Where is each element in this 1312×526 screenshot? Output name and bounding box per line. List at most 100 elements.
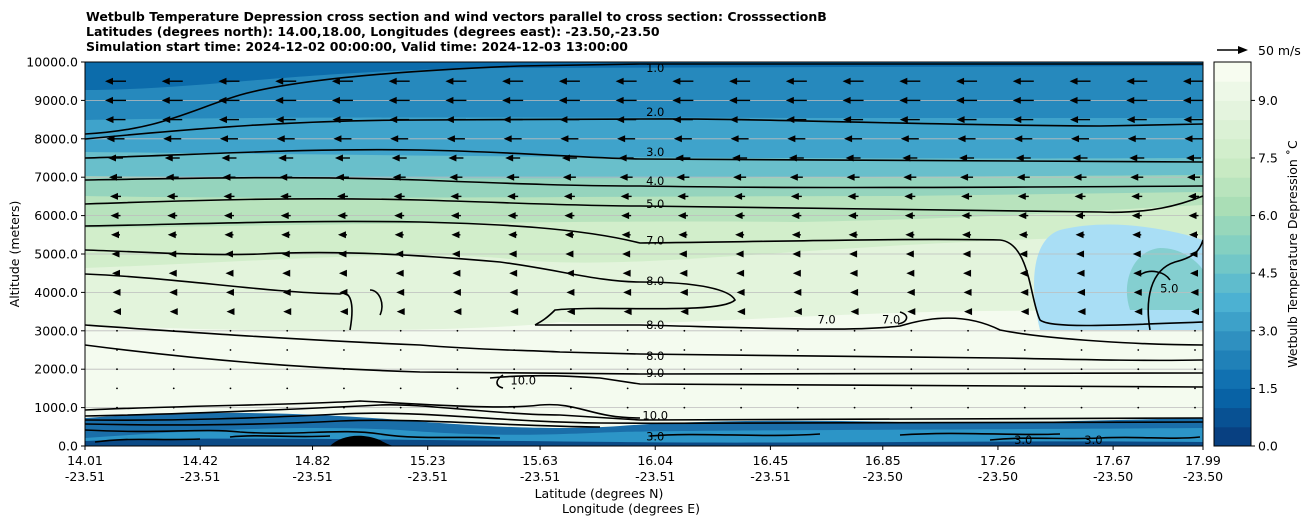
- wind-vector: [1080, 406, 1083, 409]
- wind-vector: [1137, 406, 1140, 409]
- contour-label: 8.0: [646, 274, 664, 288]
- wind-vector-head: [451, 250, 460, 258]
- wind-vector-head: [393, 192, 402, 200]
- wind-vector-head: [450, 212, 459, 220]
- wind-vector: [1137, 329, 1140, 332]
- wind-vector-head: [105, 96, 113, 104]
- wind-vector-head: [1183, 116, 1192, 124]
- wind-vector-head: [961, 212, 970, 220]
- wind-vector: [796, 349, 799, 351]
- wind-vector-head: [445, 77, 454, 85]
- wind-vector-head: [451, 231, 460, 239]
- wind-vector-head: [223, 192, 232, 200]
- contour-label: 8.0: [646, 318, 664, 332]
- wind-vector-head: [1077, 308, 1086, 316]
- wind-vector-head: [1018, 212, 1027, 220]
- wind-vector-head: [1126, 96, 1135, 104]
- x-tick-label-lon: -23.51: [750, 469, 790, 484]
- wind-vector-head: [616, 116, 625, 124]
- wind-vector-head: [956, 77, 965, 85]
- wind-vector-head: [563, 192, 572, 200]
- wind-vector-head: [452, 288, 461, 296]
- wind-vector: [910, 406, 913, 409]
- wind-vector-head: [791, 231, 800, 239]
- wind-vector-head: [105, 77, 113, 85]
- wind-vector-head: [565, 269, 574, 277]
- colorbar-segment: [1214, 254, 1251, 274]
- wind-vector-head: [678, 231, 687, 239]
- wind-vector: [569, 349, 572, 351]
- colorbar-segment: [1214, 234, 1251, 255]
- wind-vector: [569, 329, 572, 332]
- wind-vector-head: [275, 116, 284, 124]
- wind-vector: [910, 329, 913, 332]
- wind-key-arrow-head: [1238, 46, 1248, 54]
- wind-vector-head: [1129, 154, 1138, 162]
- wind-vector-head: [280, 212, 289, 220]
- wind-vector: [1023, 387, 1026, 390]
- wind-vector: [626, 368, 629, 371]
- wind-vector-head: [1132, 231, 1141, 239]
- wind-vector-head: [510, 308, 519, 316]
- y-axis-label: Altitude (meters): [7, 201, 22, 308]
- wind-vector: [853, 368, 856, 371]
- wind-vector-head: [785, 77, 794, 85]
- wind-vector: [513, 329, 516, 332]
- y-tick-label: 7000.0: [34, 170, 78, 185]
- wind-vector-head: [1077, 288, 1086, 296]
- wind-vector-head: [226, 308, 235, 316]
- wind-vector-head: [1073, 173, 1082, 181]
- contour-label: 3.0: [1084, 433, 1102, 447]
- wind-vector-head: [566, 308, 575, 316]
- contour-line: [897, 311, 908, 325]
- wind-vector-head: [847, 192, 856, 200]
- wind-vector: [116, 368, 118, 371]
- colorbar-label: Wetbulb Temperature Depression ˚C: [1285, 140, 1300, 368]
- wind-vector-head: [331, 96, 340, 104]
- wind-vector-head: [1018, 231, 1027, 239]
- wind-vector-head: [959, 154, 968, 162]
- wind-vector-head: [111, 250, 120, 258]
- wind-vector: [1194, 387, 1196, 390]
- wind-vector-head: [1012, 96, 1021, 104]
- wind-vector-head: [167, 231, 176, 239]
- x-tick-label-lon: -23.50: [1093, 469, 1133, 484]
- wind-vector-head: [678, 250, 687, 258]
- wind-vector-head: [899, 96, 908, 104]
- wind-vector-head: [957, 135, 966, 143]
- wind-vector-head: [792, 269, 801, 277]
- wind-vector: [456, 368, 459, 371]
- wind-vector: [229, 349, 232, 351]
- contour-line: [1139, 270, 1171, 281]
- wind-vector: [1194, 406, 1196, 409]
- colorbar-tick-label: 6.0: [1258, 208, 1278, 223]
- wind-vector-head: [105, 116, 114, 124]
- wind-vector-head: [396, 308, 405, 316]
- contour-label: 5.0: [1160, 282, 1178, 296]
- wind-vector-head: [282, 288, 291, 296]
- wind-vector-head: [1076, 269, 1085, 277]
- y-tick-label: 1000.0: [34, 400, 78, 415]
- wind-vector-head: [900, 135, 909, 143]
- wind-vector: [456, 387, 459, 390]
- wind-vector-head: [161, 96, 170, 104]
- wind-vector-head: [842, 96, 851, 104]
- wind-vector: [116, 387, 118, 390]
- x-tick-label-lon: -23.50: [1183, 469, 1223, 484]
- wind-vector-head: [844, 135, 853, 143]
- wind-vector: [967, 349, 969, 351]
- wind-vector-head: [792, 250, 801, 258]
- colorbar-segment: [1214, 292, 1251, 313]
- wind-vector-head: [956, 116, 965, 124]
- wind-vector-head: [850, 288, 859, 296]
- wind-vector: [399, 349, 402, 351]
- wind-vector: [796, 406, 799, 409]
- x-tick-label-lat: 17.67: [1095, 453, 1131, 468]
- wind-vector: [569, 368, 572, 371]
- y-tick-label: 6000.0: [34, 208, 78, 223]
- chart-title-line-3: Simulation start time: 2024-12-02 00:00:…: [86, 39, 628, 54]
- wind-vector-head: [109, 173, 117, 181]
- wind-vector-head: [509, 288, 518, 296]
- wind-vector-head: [388, 77, 397, 85]
- wind-vector-head: [1014, 135, 1023, 143]
